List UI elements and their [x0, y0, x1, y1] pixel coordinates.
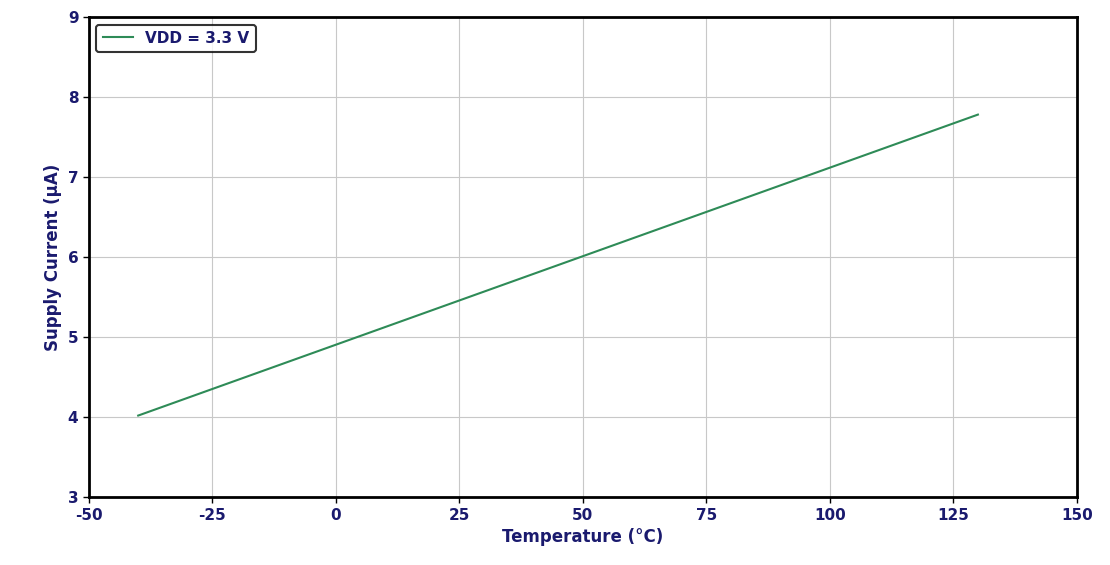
VDD = 3.3 V — [892, 140, 906, 146]
Legend: VDD = 3.3 V: VDD = 3.3 V — [97, 25, 255, 52]
VDD = 3.3 V — [839, 159, 852, 166]
VDD = 3.3 V — [646, 228, 659, 234]
Y-axis label: Supply Current (μA): Supply Current (μA) — [44, 163, 62, 351]
X-axis label: Temperature (°C): Temperature (°C) — [502, 528, 664, 546]
VDD = 3.3 V — [134, 411, 148, 418]
VDD = 3.3 V — [628, 234, 642, 241]
Line: VDD = 3.3 V: VDD = 3.3 V — [138, 115, 978, 416]
VDD = 3.3 V — [131, 412, 144, 419]
VDD = 3.3 V — [632, 233, 645, 240]
VDD = 3.3 V — [971, 111, 985, 118]
